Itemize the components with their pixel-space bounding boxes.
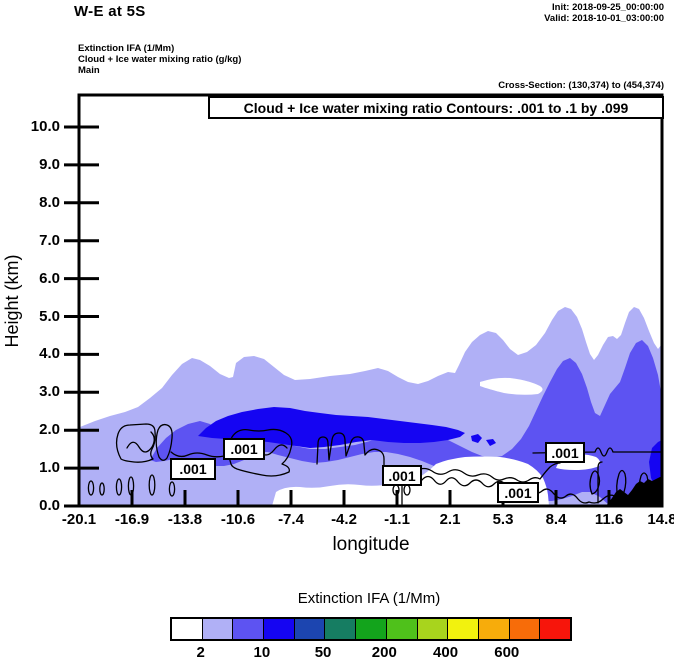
x-axis-title: longitude: [332, 534, 410, 555]
plot-border: [77, 93, 664, 508]
colorbar-cell: [355, 619, 386, 639]
colorbar-tick-label: 50: [314, 644, 332, 661]
contour-label: .001: [497, 482, 539, 503]
colorbar-tick-label: 10: [253, 644, 271, 661]
y-tick-label: 4.0: [39, 345, 60, 363]
filled-contours: [80, 307, 662, 506]
contour-label: .001: [382, 465, 422, 486]
y-tick-label: 2.0: [39, 421, 60, 439]
colorbar-cell: [324, 619, 356, 639]
x-tick-label: 8.4: [545, 511, 567, 528]
colorbar-cell: [539, 619, 570, 639]
y-tick-label: 6.0: [39, 269, 60, 287]
fill-extinction-high-spot-1: [471, 434, 482, 443]
colorbar-cell: [416, 619, 448, 639]
x-tick-label: -10.6: [220, 511, 256, 528]
x-tick-label: 5.3: [492, 511, 514, 528]
page-title: W-E at 5S: [74, 3, 146, 20]
terrain-silhouette: [606, 477, 662, 506]
colorbar: [170, 617, 572, 641]
colorbar-cell: [477, 619, 509, 639]
y-tick-label: 0.0: [39, 497, 60, 514]
field-list: Extinction IFA (1/Mm) Cloud + Ice water …: [78, 43, 241, 76]
y-tick-label: 1.0: [39, 459, 60, 477]
y-tick-label: 3.0: [39, 383, 60, 401]
init-time: Init: 2018-09-25_00:00:00: [552, 2, 664, 13]
x-tick-label: -7.4: [278, 511, 304, 528]
colorbar-tick-label: 400: [433, 644, 459, 661]
y-tick-label: 10.0: [30, 118, 60, 135]
fill-extinction-high-spot-2: [486, 439, 496, 446]
colorbar-cell: [263, 619, 294, 639]
colorbar-cell: [385, 619, 417, 639]
x-tick-label: -1.1: [384, 511, 410, 528]
colorbar-cell: [232, 619, 264, 639]
valid-time: Valid: 2018-10-01_03:00:00: [544, 13, 664, 24]
colorbar-cell: [172, 619, 202, 639]
y-tick-label: 9.0: [39, 155, 60, 173]
colorbar-tick-label: 2: [196, 644, 205, 661]
colorbar-cell: [508, 619, 540, 639]
colorbar-tick-label: 200: [371, 644, 397, 661]
y-tick-label: 8.0: [39, 193, 60, 211]
contour-label: .001: [223, 438, 265, 460]
contour-label: .001: [545, 442, 585, 463]
x-tick-label: -13.8: [167, 511, 203, 528]
colorbar-cell: [293, 619, 325, 639]
field-cloud-ice: Cloud + Ice water mixing ratio (g/kg): [78, 54, 242, 65]
run-times: Init: 2018-09-25_00:00:00 Valid: 2018-10…: [544, 2, 664, 24]
colorbar-tick-label: 600: [494, 644, 520, 661]
x-tick-label: 11.6: [594, 511, 624, 528]
fill-extinction-level-high: [198, 407, 465, 448]
fill-extinction-level-mid: [150, 340, 662, 506]
cloud-ice-contour-lines: [87, 423, 662, 505]
colorbar-cell: [201, 619, 233, 639]
x-tick-label: -4.2: [331, 511, 357, 528]
cross-section-coords: Cross-Section: (130,374) to (454,374): [498, 80, 664, 91]
x-tick-label: 2.1: [439, 511, 461, 528]
x-tick-label: -16.9: [114, 511, 150, 528]
x-tick-label: 14.8: [647, 511, 674, 528]
y-tick-label: 5.0: [39, 307, 60, 325]
y-tick-label: 7.0: [39, 231, 60, 249]
colorbar-title: Extinction IFA (1/Mm): [297, 590, 441, 607]
contour-info-banner: Cloud + Ice water mixing ratio Contours:…: [208, 96, 664, 119]
field-extinction: Extinction IFA (1/Mm): [78, 43, 175, 54]
colorbar-cell: [447, 619, 478, 639]
x-tick-label: -20.1: [61, 511, 97, 528]
fill-clear-wedge: [480, 377, 543, 395]
contour-label: .001: [170, 458, 216, 480]
field-domain: Main: [78, 65, 100, 76]
